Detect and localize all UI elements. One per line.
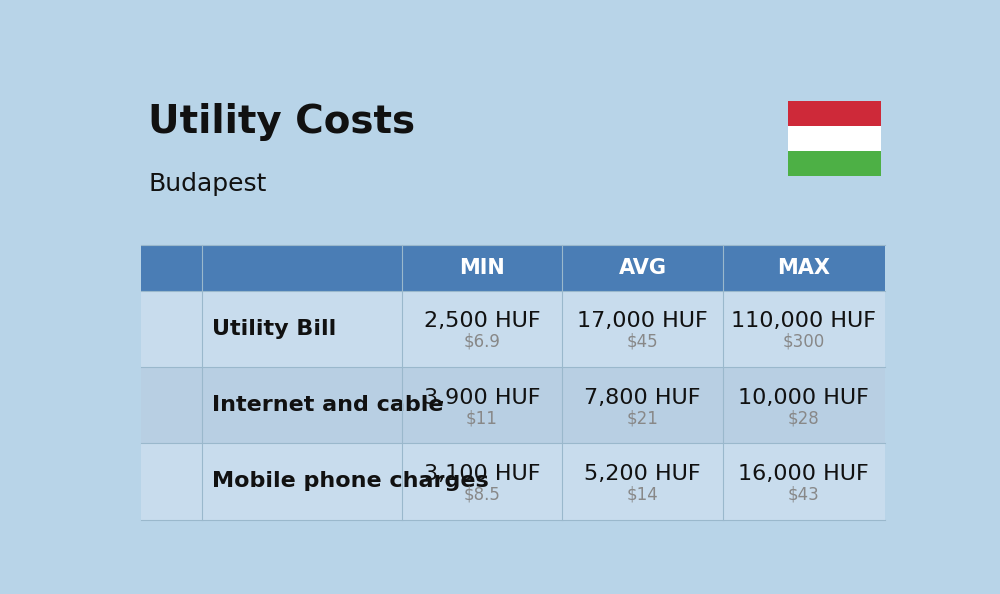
Text: Utility Costs: Utility Costs (148, 103, 415, 141)
Text: $28: $28 (788, 409, 819, 427)
Text: $8.5: $8.5 (464, 485, 500, 503)
Text: $14: $14 (627, 485, 659, 503)
Text: 3,900 HUF: 3,900 HUF (424, 387, 540, 407)
FancyBboxPatch shape (140, 245, 885, 291)
FancyBboxPatch shape (788, 151, 881, 176)
Text: 17,000 HUF: 17,000 HUF (577, 311, 708, 331)
Text: $11: $11 (466, 409, 498, 427)
Text: Budapest: Budapest (148, 172, 267, 196)
Text: $300: $300 (782, 333, 825, 351)
FancyBboxPatch shape (788, 126, 881, 151)
Text: 10,000 HUF: 10,000 HUF (738, 387, 869, 407)
Text: Mobile phone charges: Mobile phone charges (212, 472, 488, 491)
Text: 2,500 HUF: 2,500 HUF (424, 311, 540, 331)
Text: 16,000 HUF: 16,000 HUF (738, 464, 869, 484)
Text: MIN: MIN (459, 258, 505, 278)
Text: MAX: MAX (777, 258, 830, 278)
Text: AVG: AVG (619, 258, 667, 278)
Text: $45: $45 (627, 333, 659, 351)
Text: $6.9: $6.9 (464, 333, 500, 351)
Text: $21: $21 (627, 409, 659, 427)
Text: 3,100 HUF: 3,100 HUF (424, 464, 540, 484)
FancyBboxPatch shape (788, 101, 881, 126)
FancyBboxPatch shape (140, 291, 885, 367)
Text: $43: $43 (788, 485, 819, 503)
Text: Utility Bill: Utility Bill (212, 319, 336, 339)
Text: 110,000 HUF: 110,000 HUF (731, 311, 876, 331)
Text: Internet and cable: Internet and cable (212, 395, 443, 415)
FancyBboxPatch shape (140, 367, 885, 443)
Text: 7,800 HUF: 7,800 HUF (584, 387, 701, 407)
Text: 5,200 HUF: 5,200 HUF (584, 464, 701, 484)
FancyBboxPatch shape (140, 443, 885, 520)
